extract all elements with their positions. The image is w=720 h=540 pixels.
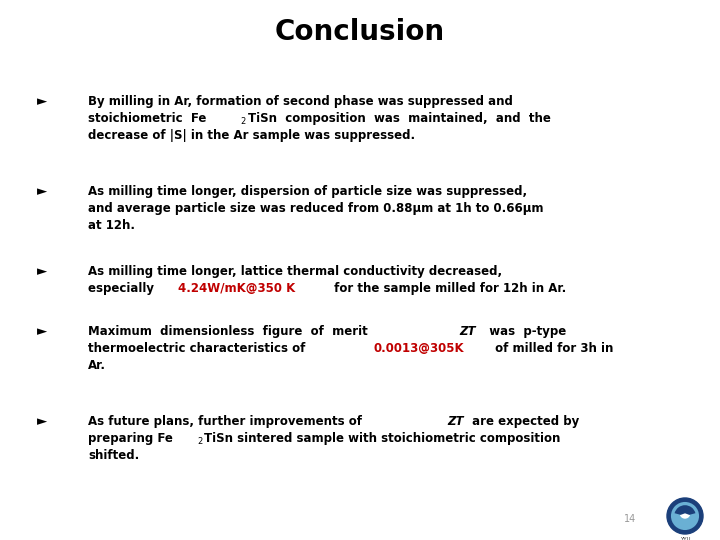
Text: thermoelectric characteristics of: thermoelectric characteristics of — [88, 342, 310, 355]
Text: TiSn sintered sample with stoichiometric composition: TiSn sintered sample with stoichiometric… — [204, 432, 561, 445]
Text: ►: ► — [37, 185, 47, 198]
Text: are expected by: are expected by — [468, 415, 580, 428]
Text: and average particle size was reduced from 0.88μm at 1h to 0.66μm: and average particle size was reduced fr… — [88, 202, 544, 215]
Text: shifted.: shifted. — [88, 449, 139, 462]
Text: ZT: ZT — [447, 415, 464, 428]
Text: YYU: YYU — [680, 537, 690, 540]
Text: stoichiometric  Fe: stoichiometric Fe — [88, 112, 207, 125]
Wedge shape — [675, 505, 696, 516]
Text: ►: ► — [37, 325, 47, 338]
Text: especially: especially — [88, 282, 158, 295]
Text: ZT: ZT — [459, 325, 476, 338]
Text: of milled for 3h in: of milled for 3h in — [491, 342, 613, 355]
Text: As milling time longer, dispersion of particle size was suppressed,: As milling time longer, dispersion of pa… — [88, 185, 527, 198]
Text: By milling in Ar, formation of second phase was suppressed and: By milling in Ar, formation of second ph… — [88, 95, 513, 108]
Text: at 12h.: at 12h. — [88, 219, 135, 232]
Text: decrease of |S| in the Ar sample was suppressed.: decrease of |S| in the Ar sample was sup… — [88, 129, 415, 142]
Text: 2: 2 — [197, 437, 203, 446]
Circle shape — [667, 498, 703, 534]
Text: was  p-type: was p-type — [481, 325, 566, 338]
Text: As milling time longer, lattice thermal conductivity decreased,: As milling time longer, lattice thermal … — [88, 265, 502, 278]
Text: ►: ► — [37, 415, 47, 428]
Text: 4.24W/mK@350 K: 4.24W/mK@350 K — [179, 282, 296, 295]
Text: preparing Fe: preparing Fe — [88, 432, 173, 445]
Text: 14: 14 — [624, 514, 636, 524]
Text: ►: ► — [37, 95, 47, 108]
Text: Maximum  dimensionless  figure  of  merit: Maximum dimensionless figure of merit — [88, 325, 376, 338]
Wedge shape — [680, 514, 690, 519]
Text: 0.0013@305K: 0.0013@305K — [374, 342, 464, 355]
Text: for the sample milled for 12h in Ar.: for the sample milled for 12h in Ar. — [330, 282, 566, 295]
Text: 2: 2 — [240, 117, 246, 126]
Text: As future plans, further improvements of: As future plans, further improvements of — [88, 415, 366, 428]
Text: ►: ► — [37, 265, 47, 278]
Text: Ar.: Ar. — [88, 359, 106, 372]
Text: TiSn  composition  was  maintained,  and  the: TiSn composition was maintained, and the — [248, 112, 550, 125]
Circle shape — [671, 502, 699, 530]
Text: Conclusion: Conclusion — [275, 18, 445, 46]
